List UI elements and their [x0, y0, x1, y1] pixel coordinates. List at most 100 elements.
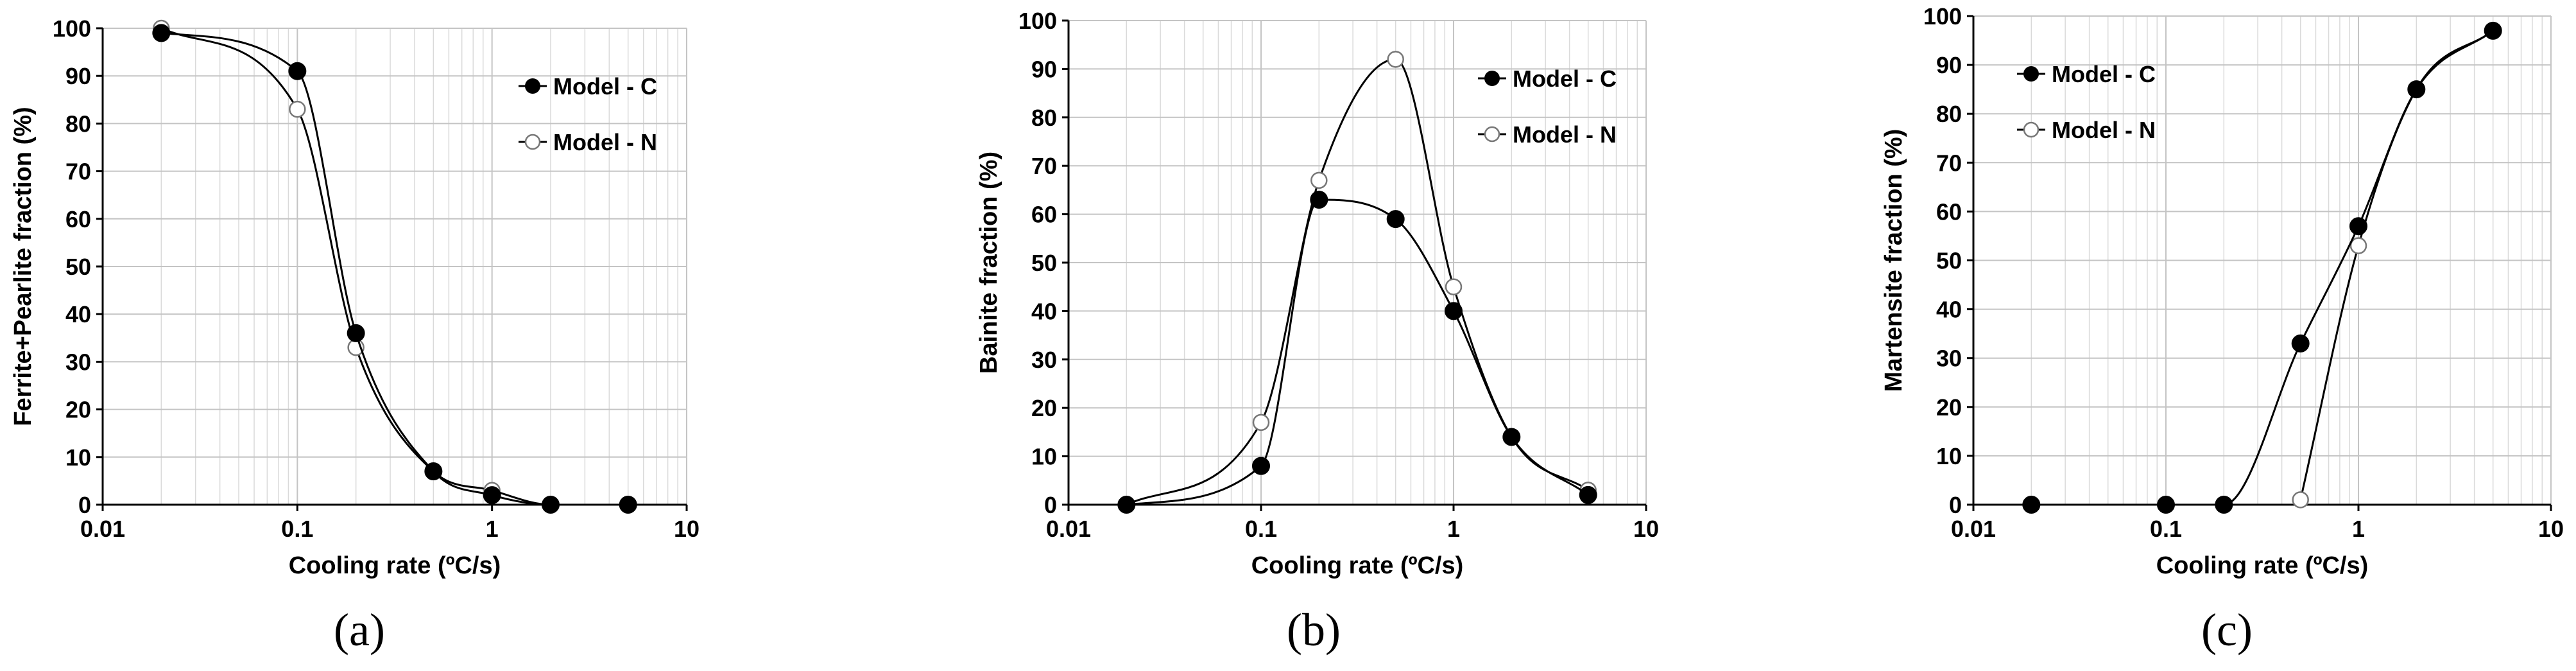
panel-c: 0.01 0.1 1 100102030405060708090100Cooling …: [1880, 3, 2564, 656]
x-axis-title: Cooling rate (ºC/s): [2156, 552, 2369, 579]
data-point-model-n: [1310, 171, 1328, 189]
x-tick-label: 0.1: [281, 516, 313, 542]
legend-marker-model-c: [1484, 71, 1500, 86]
x-tick-label: 10: [2538, 516, 2564, 542]
x-tick-label: 0.01: [1951, 516, 1996, 542]
y-tick-label: 20: [1031, 395, 1057, 421]
legend-label-model-c: Model - C: [2052, 61, 2156, 87]
y-tick-label: 10: [1031, 444, 1057, 470]
x-tick-label: 1: [486, 516, 499, 542]
legend-label-model-c: Model - C: [553, 73, 657, 100]
y-tick-label: 80: [1936, 101, 1962, 127]
data-point-model-c: [424, 462, 443, 481]
data-point-model-n: [2349, 237, 2367, 254]
y-tick-label: 60: [1936, 198, 1962, 225]
data-point-model-c: [2291, 334, 2310, 353]
data-point-model-c: [2349, 217, 2367, 236]
panel-caption: (c): [2201, 604, 2253, 656]
legend-label-model-c: Model - C: [1513, 65, 1617, 92]
y-tick-label: 90: [1031, 56, 1057, 82]
y-tick-label: 40: [1031, 298, 1057, 324]
y-tick-label: 30: [65, 349, 91, 375]
data-point-model-c: [541, 496, 560, 514]
legend-label-model-n: Model - N: [2052, 117, 2156, 143]
legend-label-model-n: Model - N: [553, 129, 657, 155]
y-axis-title: Martensite fraction (%): [1880, 129, 1907, 392]
data-point-model-n: [1252, 414, 1270, 431]
x-tick-label: 0.1: [1245, 516, 1277, 542]
series-line-model-n: [2299, 30, 2494, 500]
y-tick-label: 80: [65, 110, 91, 137]
y-tick-label: 100: [1018, 8, 1057, 34]
data-point-model-c: [2484, 21, 2502, 40]
data-point-model-n: [2292, 491, 2309, 509]
data-point-model-c: [347, 324, 365, 342]
legend-marker-model-n: [2023, 121, 2039, 138]
x-tick-label: 1: [2352, 516, 2365, 542]
x-tick-label: 0.01: [80, 516, 125, 542]
y-tick-label: 10: [65, 444, 91, 471]
series-line-model-c: [1126, 198, 1589, 506]
y-tick-label: 70: [65, 159, 91, 185]
x-tick-label: 1: [1447, 516, 1460, 542]
y-axis-title: Bainite fraction (%): [975, 152, 1002, 374]
panel-b: 0.01 0.1 1 100102030405060708090100Cooling …: [975, 8, 1659, 656]
y-tick-label: 20: [1936, 394, 1962, 421]
data-point-model-c: [1445, 302, 1463, 320]
legend-marker-model-n: [524, 134, 541, 150]
data-point-model-c: [1252, 457, 1270, 475]
data-point-model-c: [483, 486, 501, 505]
data-point-model-c: [152, 24, 171, 42]
y-tick-label: 100: [53, 15, 91, 42]
y-tick-label: 50: [65, 254, 91, 280]
series-line-model-c: [2031, 30, 2494, 506]
legend-marker-model-n: [1484, 126, 1500, 143]
data-point-model-c: [2022, 496, 2041, 514]
panel-caption: (a): [334, 604, 385, 656]
y-tick-label: 80: [1031, 105, 1057, 131]
y-tick-label: 60: [1031, 202, 1057, 228]
data-point-model-c: [1310, 190, 1328, 209]
x-tick-label: 0.01: [1046, 516, 1091, 542]
y-tick-label: 0: [1949, 492, 1962, 518]
y-tick-label: 70: [1031, 153, 1057, 179]
legend-marker-model-c: [525, 78, 540, 94]
legend-marker-model-c: [2023, 66, 2039, 82]
y-tick-label: 90: [1936, 52, 1962, 78]
y-tick-label: 40: [1936, 297, 1962, 323]
y-tick-label: 10: [1936, 443, 1962, 469]
y-tick-label: 30: [1031, 347, 1057, 373]
y-tick-label: 50: [1936, 248, 1962, 274]
y-tick-label: 40: [65, 301, 91, 327]
data-point-model-n: [1445, 278, 1463, 295]
y-tick-label: 20: [65, 397, 91, 423]
y-tick-label: 0: [78, 492, 91, 518]
y-tick-label: 0: [1044, 492, 1057, 518]
series-line-model-c: [161, 31, 628, 506]
y-tick-label: 30: [1936, 345, 1962, 372]
y-tick-label: 100: [1923, 3, 1962, 30]
data-point-model-n: [1387, 51, 1404, 68]
x-tick-label: 10: [674, 516, 700, 542]
panel-a: 0.01 0.1 1 100102030405060708090100Cooling …: [10, 15, 700, 656]
x-tick-label: 10: [1633, 516, 1659, 542]
data-point-model-c: [1386, 210, 1405, 229]
y-tick-label: 90: [65, 63, 91, 89]
data-point-model-n: [289, 100, 306, 118]
data-point-model-c: [619, 496, 637, 514]
x-axis-title: Cooling rate (ºC/s): [1251, 552, 1464, 579]
data-point-model-c: [1117, 496, 1136, 514]
data-point-model-c: [2407, 80, 2426, 99]
data-point-model-c: [2215, 496, 2233, 514]
y-tick-label: 70: [1936, 150, 1962, 176]
data-point-model-c: [288, 62, 307, 80]
data-point-model-c: [1579, 485, 1597, 504]
x-tick-label: 0.1: [2150, 516, 2182, 542]
panel-caption: (b): [1287, 604, 1341, 656]
y-tick-label: 60: [65, 206, 91, 232]
legend-label-model-n: Model - N: [1513, 121, 1617, 148]
y-axis-title: Ferrite+Pearlite fraction (%): [10, 107, 37, 426]
data-point-model-c: [2157, 496, 2175, 514]
x-axis-title: Cooling rate (ºC/s): [289, 552, 501, 579]
